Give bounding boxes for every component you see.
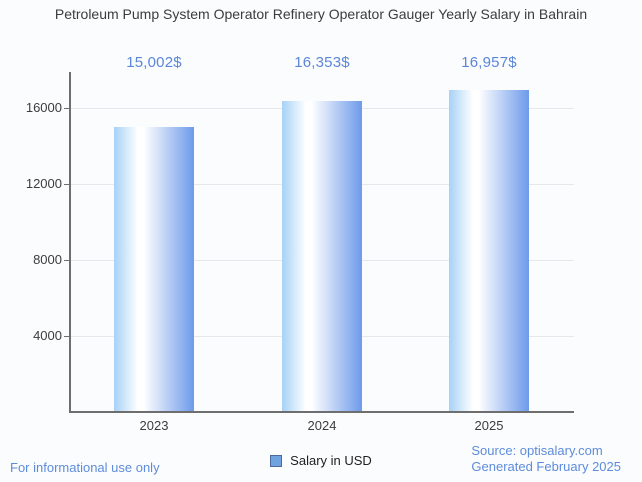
y-axis-tick-label: 8000 xyxy=(33,252,62,267)
x-axis-tick-label: 2025 xyxy=(474,418,504,433)
legend: Salary in USD xyxy=(0,453,642,468)
x-axis-tick-label: 2024 xyxy=(307,418,337,433)
x-axis-tick-label: 2023 xyxy=(139,418,169,433)
y-axis-tick xyxy=(64,184,70,185)
bar[interactable] xyxy=(449,90,529,411)
bar[interactable] xyxy=(114,127,194,411)
source-block: Source: optisalary.com Generated Februar… xyxy=(471,443,621,475)
y-axis-tick-label: 12000 xyxy=(25,176,62,191)
x-axis-line xyxy=(69,411,574,413)
bar-value-label: 16,957$ xyxy=(461,54,517,71)
y-axis-line xyxy=(69,72,71,413)
y-axis-tick xyxy=(64,260,70,261)
bar-value-label: 16,353$ xyxy=(294,54,350,71)
legend-label: Salary in USD xyxy=(290,453,372,468)
source-text: Source: optisalary.com xyxy=(471,443,603,458)
bar-value-label: 15,002$ xyxy=(126,54,182,71)
y-axis-tick xyxy=(64,108,70,109)
generated-text: Generated February 2025 xyxy=(471,459,621,474)
y-axis-tick xyxy=(64,336,70,337)
disclaimer-text: For informational use only xyxy=(10,460,160,475)
y-axis-tick-label: 4000 xyxy=(33,328,62,343)
bar[interactable] xyxy=(282,101,362,411)
legend-swatch-icon xyxy=(270,454,283,467)
y-axis-tick-label: 16000 xyxy=(25,100,62,115)
chart-title: Petroleum Pump System Operator Refinery … xyxy=(54,6,588,22)
